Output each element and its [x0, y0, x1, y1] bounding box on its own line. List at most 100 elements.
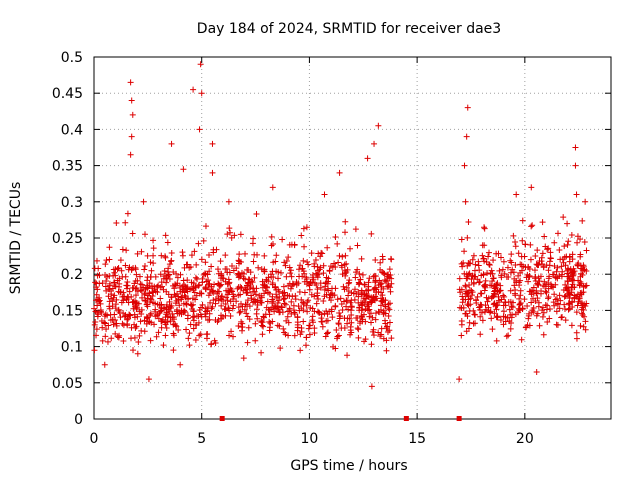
data-point [317, 284, 324, 291]
data-point [248, 295, 255, 302]
data-point [357, 276, 364, 283]
data-point [545, 280, 552, 287]
data-point [227, 298, 234, 305]
data-point [202, 305, 209, 312]
data-point [556, 246, 563, 253]
data-point [507, 269, 514, 276]
data-point [352, 274, 359, 281]
data-point [525, 278, 532, 285]
data-point [276, 323, 283, 330]
data-point-peak [127, 79, 134, 86]
data-point [481, 225, 488, 232]
y-tick-label: 0.5 [61, 50, 83, 66]
data-point [336, 312, 343, 319]
data-point-low [145, 376, 152, 383]
data-point [536, 322, 543, 329]
data-point [562, 281, 569, 288]
data-point [138, 248, 145, 255]
data-point [192, 274, 199, 281]
data-point [218, 281, 225, 288]
data-point [240, 355, 247, 362]
data-point [356, 320, 363, 327]
data-point [321, 310, 328, 317]
data-point [375, 308, 382, 315]
data-point [481, 224, 488, 231]
data-point [144, 301, 151, 308]
data-point [153, 283, 160, 290]
data-point [228, 328, 235, 335]
data-point [484, 298, 491, 305]
data-point [468, 292, 475, 299]
data-point [472, 261, 479, 268]
data-point [565, 238, 572, 245]
data-point [565, 306, 572, 313]
data-point [336, 252, 343, 259]
data-point [190, 325, 197, 332]
data-point [554, 264, 561, 271]
data-point [528, 299, 535, 306]
grid-lines [94, 57, 611, 419]
data-point [305, 325, 312, 332]
data-point [205, 292, 212, 299]
data-point [141, 291, 148, 298]
data-point [184, 277, 191, 284]
data-point [129, 285, 136, 292]
data-point [196, 307, 203, 314]
data-point [577, 251, 584, 258]
data-point [470, 252, 477, 259]
data-point [542, 288, 549, 295]
data-point [135, 300, 142, 307]
data-point [235, 323, 242, 330]
data-point [541, 278, 548, 285]
data-point [331, 260, 338, 267]
data-point [298, 232, 305, 239]
data-point [507, 298, 514, 305]
data-point [288, 310, 295, 317]
data-point-low [533, 368, 540, 375]
data-point [144, 252, 151, 259]
data-point [378, 331, 385, 338]
data-point [277, 345, 284, 352]
data-point [539, 307, 546, 314]
data-point [183, 326, 190, 333]
data-point [95, 311, 102, 318]
data-point [242, 286, 249, 293]
data-point [516, 282, 523, 289]
x-tick-label: 10 [301, 431, 319, 447]
data-point [377, 259, 384, 266]
data-point [259, 331, 266, 338]
data-point [560, 214, 567, 221]
data-point [189, 314, 196, 321]
data-point [92, 279, 99, 286]
data-point [244, 297, 251, 304]
data-point [226, 279, 233, 286]
data-point [91, 305, 98, 312]
data-point [272, 305, 279, 312]
data-point [170, 282, 177, 289]
data-point [363, 292, 370, 299]
data-point [577, 273, 584, 280]
data-point [106, 305, 113, 312]
data-point [308, 250, 315, 257]
data-point [380, 335, 387, 342]
data-point [501, 293, 508, 300]
data-point [384, 273, 391, 280]
data-point [461, 270, 468, 277]
data-point [148, 319, 155, 326]
data-point [459, 293, 466, 300]
data-point [492, 285, 499, 292]
data-point-peak [190, 86, 197, 93]
data-point [251, 274, 258, 281]
data-point [253, 306, 260, 313]
data-point-peak [513, 191, 520, 198]
data-point-peak [197, 61, 204, 68]
data-point [458, 332, 465, 339]
data-point [155, 329, 162, 336]
data-point [196, 281, 203, 288]
data-point-peak [371, 140, 378, 147]
data-point [260, 281, 267, 288]
data-point [467, 260, 474, 267]
data-point [382, 320, 389, 327]
data-point [332, 264, 339, 271]
data-point [561, 301, 568, 308]
